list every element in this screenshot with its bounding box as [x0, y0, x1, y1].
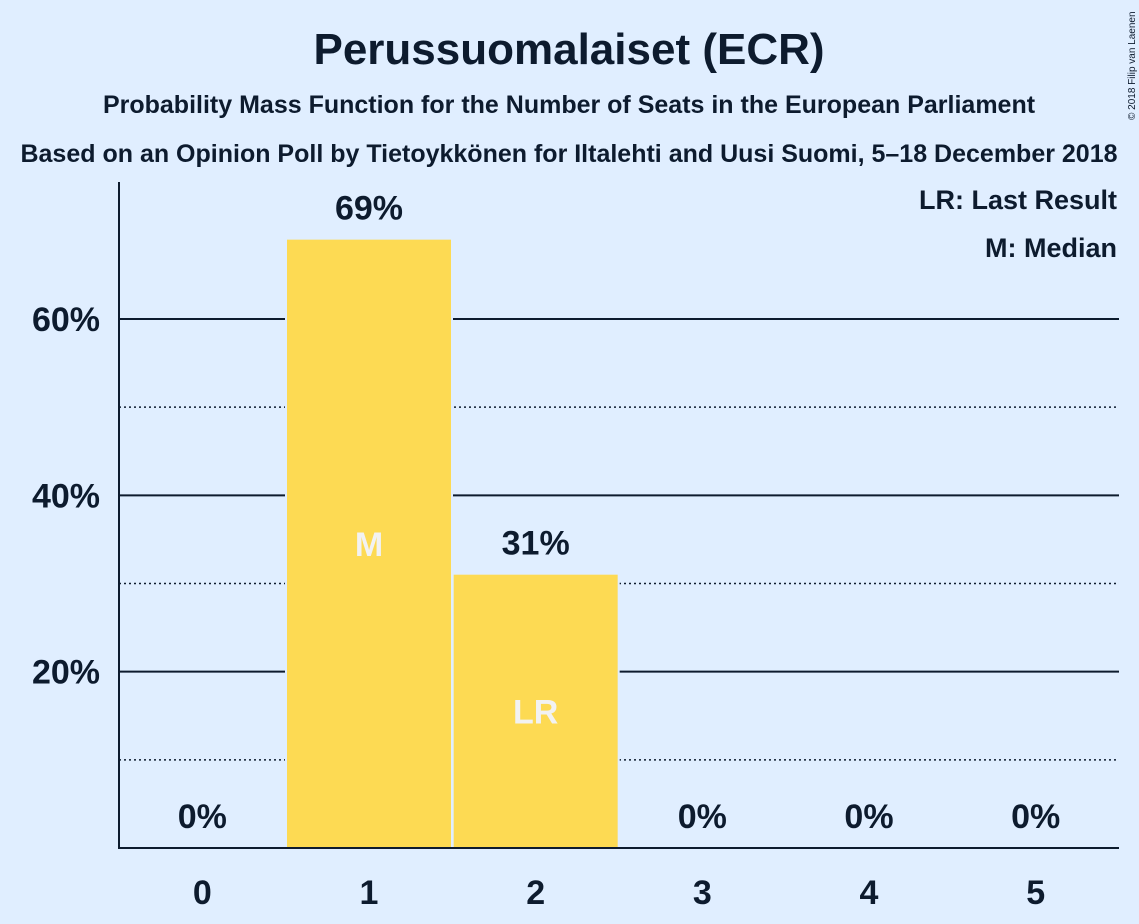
- bar-1: [287, 239, 451, 848]
- legend-last-result: LR: Last Result: [919, 185, 1117, 215]
- bar-2: [453, 574, 618, 848]
- bars: [285, 239, 620, 848]
- data-label: 0%: [678, 798, 727, 836]
- x-tick-label: 4: [860, 874, 879, 912]
- x-tick-label: 0: [193, 874, 212, 912]
- y-tick-label: 60%: [32, 301, 100, 339]
- chart-subtitle: Probability Mass Function for the Number…: [103, 91, 1036, 119]
- x-tick-label: 2: [526, 874, 545, 912]
- y-tick-label: 40%: [32, 477, 100, 515]
- x-tick-label: 3: [693, 874, 712, 912]
- bar-marker-lr: LR: [513, 693, 558, 731]
- data-label: 0%: [1011, 798, 1060, 836]
- axes: [118, 182, 1119, 849]
- copyright-note: © 2018 Filip van Laenen: [1127, 11, 1138, 120]
- x-tick-label: 5: [1026, 874, 1045, 912]
- bar-marker-m: M: [355, 526, 383, 564]
- y-tick-label: 20%: [32, 654, 100, 692]
- data-label: 31%: [502, 525, 570, 563]
- data-label: 69%: [335, 190, 403, 228]
- data-label: 0%: [844, 798, 893, 836]
- data-label: 0%: [178, 798, 227, 836]
- chart-subtitle-source: Based on an Opinion Poll by Tietoykkönen…: [20, 140, 1117, 168]
- chart-title: Perussuomalaiset (ECR): [313, 25, 824, 74]
- legend-median: M: Median: [985, 233, 1117, 263]
- x-tick-label: 1: [360, 874, 379, 912]
